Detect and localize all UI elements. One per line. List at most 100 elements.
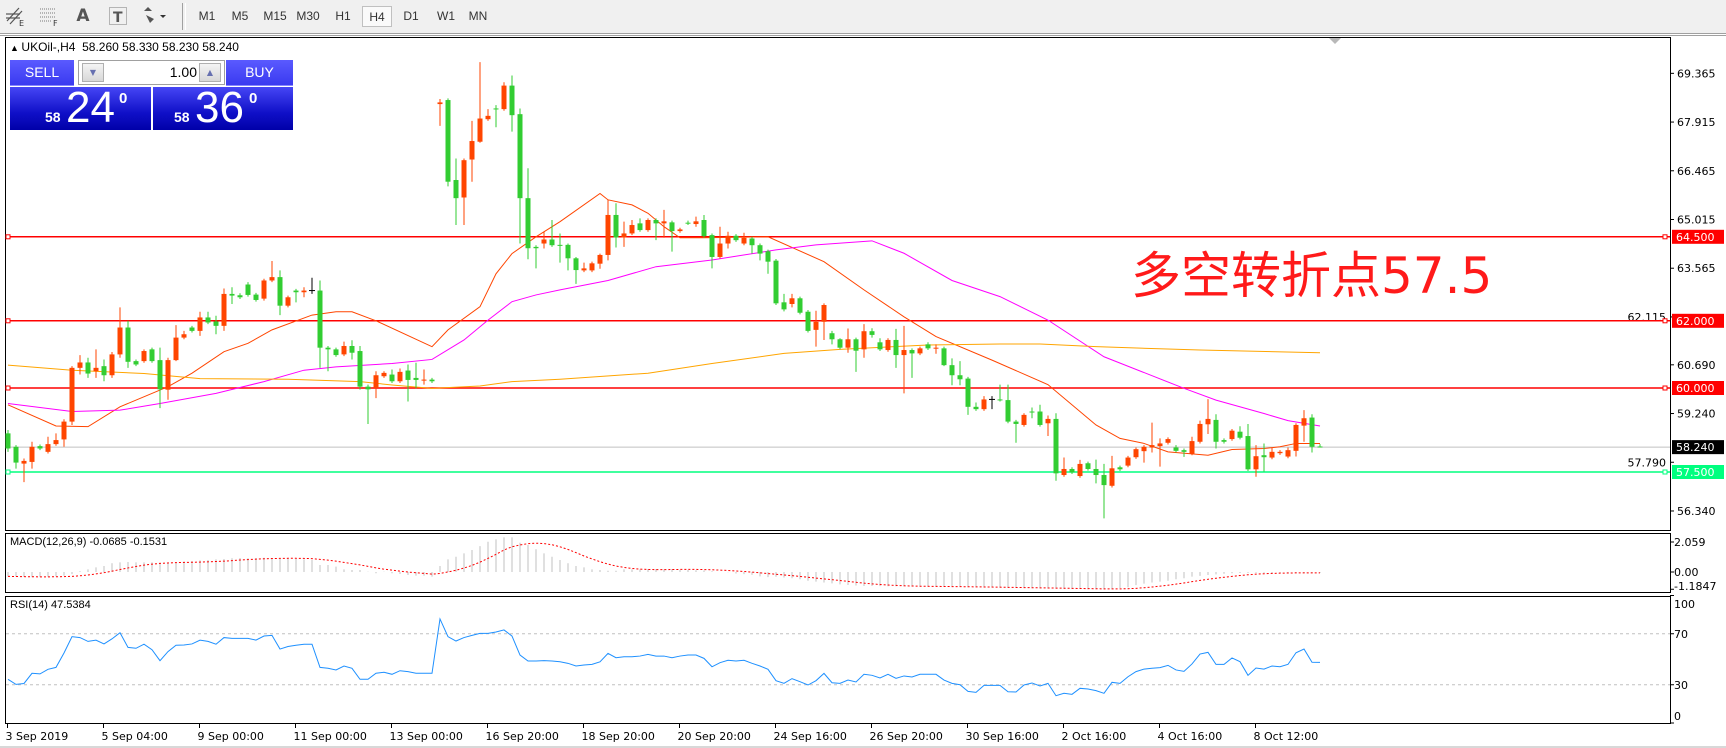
candle-body <box>693 221 699 225</box>
candle-body <box>1237 431 1243 438</box>
buy-button[interactable]: BUY <box>226 60 293 86</box>
equidistant-channel-icon[interactable]: E <box>5 5 27 28</box>
macd-axis-label: -1.1847 <box>1674 580 1716 593</box>
chart-toolbar: E F A T M1 M5 M15 M30 H1 H4 D1 W1 MN <box>0 0 1726 34</box>
rsi-line <box>7 617 1321 697</box>
candle-body <box>421 379 427 381</box>
timeframe-m1[interactable]: M1 <box>198 9 216 23</box>
candle-body <box>21 460 27 464</box>
price-axis-label: 56.340 <box>1677 505 1716 518</box>
timeframe-m5[interactable]: M5 <box>231 9 249 23</box>
timeframe-d1[interactable]: D1 <box>403 9 419 23</box>
candle-body <box>125 327 131 362</box>
sell-price-button[interactable]: 58 24 0 <box>10 83 151 132</box>
candle-body <box>1125 457 1131 466</box>
volume-increase-button[interactable]: ▲ <box>199 63 221 82</box>
price-line-label-bg <box>1672 313 1724 328</box>
collapse-triangle-icon[interactable]: ▲ <box>10 43 22 53</box>
candle-body <box>181 334 187 338</box>
macd-signal-line <box>7 542 1321 590</box>
candle-body <box>997 399 1003 401</box>
time-axis-label: 26 Sep 20:00 <box>870 730 943 743</box>
candle-body <box>493 108 499 110</box>
text-icon[interactable]: A <box>76 6 90 26</box>
toolbar-separator <box>182 3 186 30</box>
candle-body <box>1181 450 1187 452</box>
volume-field[interactable]: ▼ 1.00 ▲ <box>78 60 225 85</box>
candle-body <box>77 362 83 368</box>
price-axis-label: 59.240 <box>1677 408 1716 421</box>
timeframe-h4[interactable]: H4 <box>362 6 392 27</box>
horizontal-line-handle[interactable] <box>5 385 11 391</box>
macd-axis-label: 0.00 <box>1674 566 1699 579</box>
chart-annotation-text[interactable]: 多空转折点57.5 <box>1131 247 1493 305</box>
candle-body <box>1197 423 1203 442</box>
candle-body <box>245 284 251 295</box>
text-label-icon[interactable]: T <box>107 5 129 27</box>
timeframe-m30[interactable]: M30 <box>296 9 320 23</box>
candle-body <box>349 346 355 353</box>
price-axis-label: 66.465 <box>1677 165 1716 178</box>
horizontal-line-handle[interactable] <box>1662 469 1668 475</box>
candle-body <box>1277 451 1283 454</box>
price-axis-label: 69.365 <box>1677 67 1716 80</box>
volume-decrease-button[interactable]: ▼ <box>82 63 104 82</box>
timeframe-h1[interactable]: H1 <box>335 9 351 23</box>
rsi-axis-label: 100 <box>1674 598 1695 611</box>
candle-body <box>1285 450 1291 457</box>
candle-body <box>381 372 387 377</box>
buy-price-button[interactable]: 58 36 0 <box>153 83 293 132</box>
chart-shift-marker-icon[interactable] <box>1329 38 1341 44</box>
timeframe-m15[interactable]: M15 <box>263 9 287 23</box>
candle-body <box>613 214 619 238</box>
horizontal-line-handle[interactable] <box>5 469 11 475</box>
horizontal-line-handle[interactable] <box>5 318 11 324</box>
candle-body <box>1005 400 1011 422</box>
candle-body <box>141 351 147 362</box>
volume-input[interactable]: 1.00 <box>169 64 197 80</box>
candle-body <box>797 298 803 313</box>
time-axis-label: 4 Oct 16:00 <box>1158 730 1223 743</box>
candle-body <box>461 160 467 198</box>
candle-body <box>669 222 675 232</box>
candle-body <box>1133 449 1139 458</box>
candle-body <box>1301 418 1307 426</box>
candle-body <box>301 290 307 293</box>
candle-body <box>477 118 483 142</box>
horizontal-line-handle[interactable] <box>1662 385 1668 391</box>
horizontal-line-handle[interactable] <box>5 234 11 240</box>
candle-body <box>653 220 659 224</box>
candle-body <box>1101 475 1107 486</box>
candle-body <box>765 251 771 262</box>
candle-body <box>1245 436 1251 470</box>
fibonacci-retracement-icon[interactable]: F <box>38 5 60 28</box>
candle-body <box>549 239 555 246</box>
candle-body <box>917 348 923 354</box>
candle-body <box>1141 446 1147 452</box>
candle-body <box>973 406 979 410</box>
arrows-dropdown-icon[interactable] <box>140 5 170 27</box>
candle-body <box>621 233 627 238</box>
candle-body <box>413 377 419 380</box>
candle-body <box>525 198 531 249</box>
svg-text:T: T <box>113 10 123 26</box>
candle-body <box>365 386 371 390</box>
price-axis-label: 65.015 <box>1677 213 1716 226</box>
candle-body <box>445 100 451 182</box>
candle-body <box>901 350 907 356</box>
sell-button[interactable]: SELL <box>10 60 74 86</box>
timeframe-w1[interactable]: W1 <box>437 9 455 23</box>
buy-pips: 36 <box>195 83 244 132</box>
candle-body <box>1069 468 1075 473</box>
candle-body <box>485 115 491 120</box>
timeframe-mn[interactable]: MN <box>468 9 488 23</box>
price-line-label-bg <box>1672 381 1724 395</box>
candle-body <box>317 290 323 348</box>
horizontal-line-handle[interactable] <box>1662 234 1668 240</box>
candle-body <box>509 85 515 116</box>
candle-body <box>1029 411 1035 413</box>
candle-body <box>629 225 635 234</box>
candle-body <box>733 235 739 241</box>
horizontal-line-handle[interactable] <box>1662 318 1668 324</box>
time-axis-label: 3 Sep 2019 <box>6 730 69 743</box>
